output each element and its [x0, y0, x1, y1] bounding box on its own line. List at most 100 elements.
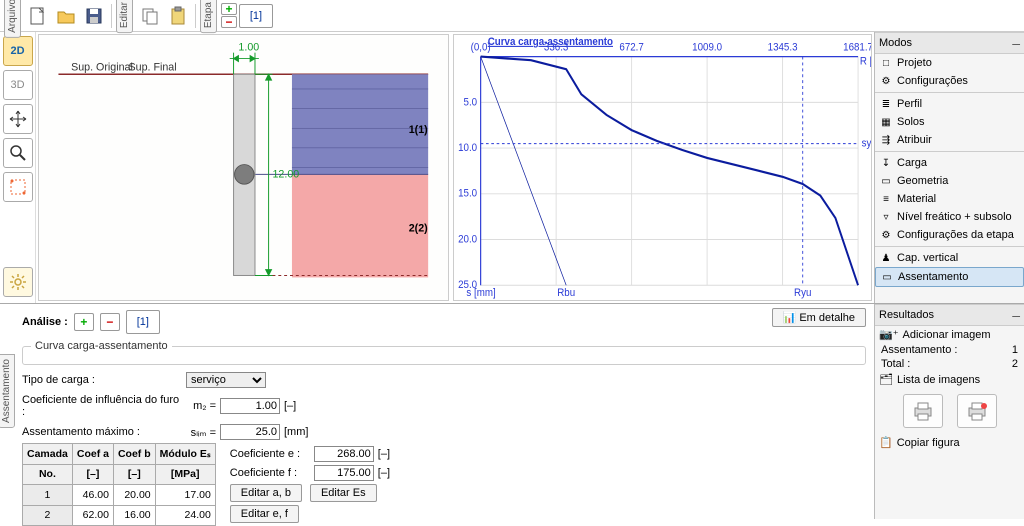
mode-n-vel-fre-tico-subsolo[interactable]: ▿Nível freático + subsolo	[875, 208, 1024, 226]
zoom-icon[interactable]	[3, 138, 33, 168]
mode-icon: ♟	[879, 251, 893, 265]
coef-furo-label: Coeficiente de influência do furo :	[22, 394, 182, 418]
analysis-add-icon[interactable]: +	[74, 313, 94, 331]
copy-figure-button[interactable]: 📋 Copiar figura	[875, 434, 1024, 451]
m2-input[interactable]	[220, 398, 280, 414]
slim-input[interactable]	[220, 424, 280, 440]
mode-solos[interactable]: ▦Solos	[875, 113, 1024, 131]
assent-max-label: Assentamento máximo :	[22, 426, 182, 438]
layer1-label: 1(1)	[409, 124, 428, 136]
svg-text:1681.7: 1681.7	[843, 42, 871, 54]
print-icon[interactable]	[903, 394, 943, 428]
editar-ef-button[interactable]: Editar e, f	[230, 505, 299, 523]
mode-icon: ⚙	[879, 74, 893, 88]
mode-label: Geometria	[897, 175, 948, 187]
mode-geometria[interactable]: ▭Geometria	[875, 172, 1024, 190]
save-file-icon[interactable]	[81, 3, 107, 29]
mode-label: Configurações	[897, 75, 968, 87]
editar-ab-button[interactable]: Editar a, b	[230, 484, 302, 502]
editar-es-button[interactable]: Editar Es	[310, 484, 377, 502]
bottom-panel: Assentamento 📊 Em detalhe Análise : + − …	[0, 303, 1024, 519]
svg-text:1345.3: 1345.3	[767, 42, 797, 54]
mode-perfil[interactable]: ≣ Perfil	[875, 95, 1024, 113]
dim-top-text: 1.00	[238, 42, 259, 54]
coef-e-unit: [–]	[378, 448, 390, 460]
top-toolbar: Arquivo Editar Etapa + − [1]	[0, 0, 1024, 32]
slim-unit: [mm]	[284, 426, 308, 438]
load-settlement-chart: (0,0)336.3672.71009.01345.31681.7R [kN]5…	[453, 34, 872, 301]
mode-assentamento[interactable]: ▭ Assentamento	[875, 267, 1024, 287]
analysis-del-icon[interactable]: −	[100, 313, 120, 331]
svg-text:15.0: 15.0	[458, 188, 477, 200]
mode-configura-es[interactable]: ⚙ Configurações	[875, 72, 1024, 90]
stage-add-icon[interactable]: +	[221, 3, 237, 15]
coef-e-label: Coeficiente e :	[230, 448, 310, 460]
dim-height-text: 12.00	[272, 168, 299, 180]
mode-cap-vertical[interactable]: ♟ Cap. vertical	[875, 249, 1024, 267]
paste-icon[interactable]	[165, 3, 191, 29]
res-total-row: Total :2	[875, 357, 1024, 371]
results-header: Resultados–	[875, 304, 1024, 326]
tipo-carga-select[interactable]: serviço	[186, 372, 266, 388]
open-file-icon[interactable]	[53, 3, 79, 29]
print-color-icon[interactable]	[957, 394, 997, 428]
mode-projeto[interactable]: □ Projeto	[875, 54, 1024, 72]
mode-configura-es-da-etapa[interactable]: ⚙Configurações da etapa	[875, 226, 1024, 244]
svg-text:1009.0: 1009.0	[692, 42, 722, 54]
mode-label: Material	[897, 193, 936, 205]
mode-icon: ⚙	[879, 228, 893, 242]
pan-icon[interactable]	[3, 104, 33, 134]
mode-icon: ▦	[879, 115, 893, 129]
table-row[interactable]: 146.0020.0017.00	[23, 485, 216, 506]
svg-text:Ryu: Ryu	[794, 288, 812, 300]
etapa-tab[interactable]: Etapa	[200, 0, 217, 34]
mode-label: Projeto	[897, 57, 932, 69]
mode-carga[interactable]: ↧Carga	[875, 154, 1024, 172]
svg-text:5.0: 5.0	[463, 97, 477, 109]
view-3d-button[interactable]: 3D	[3, 70, 33, 100]
copy-icon[interactable]	[137, 3, 163, 29]
fit-icon[interactable]	[3, 172, 33, 202]
mode-icon: □	[879, 56, 893, 70]
svg-text:20.0: 20.0	[458, 234, 477, 246]
editar-tab[interactable]: Editar	[116, 0, 133, 34]
m2-symbol: m₂ =	[186, 400, 216, 412]
analise-label: Análise :	[22, 316, 68, 328]
add-image-button[interactable]: 📷⁺ Adicionar imagem	[875, 326, 1024, 343]
mode-icon: ⇶	[879, 133, 893, 147]
coef-f-unit: [–]	[378, 467, 390, 479]
stage-del-icon[interactable]: −	[221, 16, 237, 28]
coef-f-input[interactable]	[314, 465, 374, 481]
new-file-icon[interactable]	[25, 3, 51, 29]
stage-1-button[interactable]: [1]	[239, 4, 273, 28]
image-list-button[interactable]: 🗂 Lista de imagens	[875, 371, 1024, 388]
svg-text:Rbu: Rbu	[557, 288, 575, 300]
coef-f-label: Coeficiente f :	[230, 467, 310, 479]
view-2d-button[interactable]: 2D	[3, 36, 33, 66]
mode-label: Cap. vertical	[897, 252, 958, 264]
settings-gear-icon[interactable]	[3, 267, 33, 297]
pile-drawing: 1.00 12.00 Sup. Original Sup. Final 1(1)…	[38, 34, 449, 301]
m2-unit: [–]	[284, 400, 296, 412]
mode-icon: ▭	[880, 270, 894, 284]
sup-final-label: Sup. Final	[129, 61, 177, 73]
coef-table: Camada Coef a Coef b Módulo Eₛ No. [–] […	[22, 443, 216, 526]
tipo-carga-label: Tipo de carga :	[22, 374, 182, 386]
mode-material[interactable]: ≡Material	[875, 190, 1024, 208]
mode-icon: ≣	[879, 97, 893, 111]
left-toolbar: 2D 3D	[0, 32, 36, 303]
analysis-stage-button[interactable]: [1]	[126, 310, 160, 334]
mode-label: Perfil	[897, 98, 922, 110]
table-row[interactable]: 262.0016.0024.00	[23, 505, 216, 526]
em-detalhe-button[interactable]: 📊 Em detalhe	[772, 308, 866, 327]
sup-original-label: Sup. Original	[71, 61, 133, 73]
assentamento-vtab[interactable]: Assentamento	[0, 354, 15, 428]
arquivo-tab[interactable]: Arquivo	[4, 0, 21, 37]
coef-e-input[interactable]	[314, 446, 374, 462]
mode-label: Assentamento	[898, 271, 968, 283]
svg-text:672.7: 672.7	[619, 42, 644, 54]
svg-text:sy: sy	[861, 138, 871, 150]
mode-atribuir[interactable]: ⇶Atribuir	[875, 131, 1024, 149]
svg-text:s [mm]: s [mm]	[466, 288, 495, 300]
modes-header: Modos–	[875, 32, 1024, 54]
